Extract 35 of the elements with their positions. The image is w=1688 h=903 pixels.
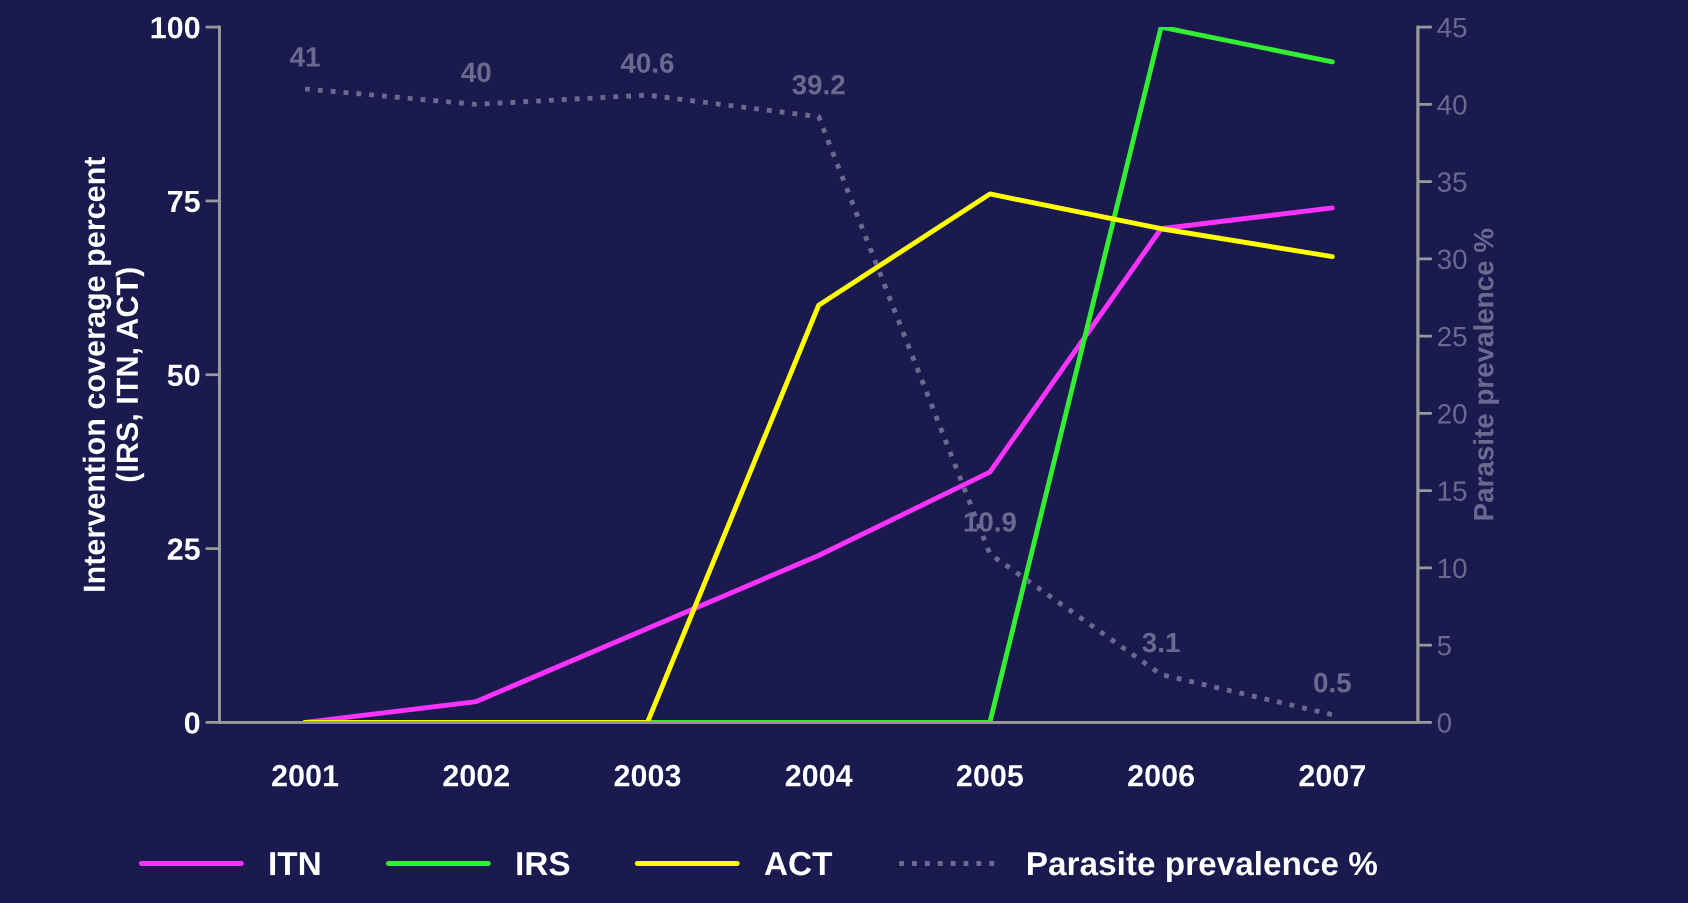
y2-tick-label: 30 <box>1437 249 1467 270</box>
data-label: 41 <box>290 47 320 67</box>
x-tick-label: 2005 <box>956 764 1024 787</box>
data-label: 40 <box>461 62 491 83</box>
x-tick-label: 2001 <box>272 764 339 787</box>
y2-tick-label: 35 <box>1437 172 1467 192</box>
y-tick-label: 50 <box>167 364 200 387</box>
y2-tick-label: 0 <box>1437 713 1452 733</box>
legend-label: ITN <box>270 852 320 876</box>
x-tick-label: 2006 <box>1128 764 1194 787</box>
y-tick-label: 25 <box>167 538 200 560</box>
y2-tick-label: 15 <box>1438 481 1467 501</box>
y2-tick-label: 45 <box>1437 18 1467 38</box>
x-tick-label: 2003 <box>614 764 681 787</box>
y-axis-title: Intervention coverage percent (IRS, ITN, ACT) <box>82 156 145 591</box>
y2-tick-label: 20 <box>1438 404 1467 424</box>
data-label: 10.9 <box>964 512 1016 532</box>
y2-axis-title: Parasite prevalence % <box>1473 228 1500 520</box>
y2-tick-label: 40 <box>1437 95 1467 115</box>
y-tick-label: 75 <box>168 190 200 213</box>
x-tick-label: 2007 <box>1299 764 1365 787</box>
data-label: 3.1 <box>1142 632 1180 653</box>
x-tick-label: 2002 <box>443 764 510 787</box>
legend-label: ACT <box>764 851 833 876</box>
y2-tick-label: 10 <box>1438 558 1467 579</box>
y2-tick-label: 5 <box>1437 636 1451 656</box>
data-label: 0.5 <box>1314 672 1351 693</box>
y2-tick-label: 25 <box>1438 326 1467 347</box>
y-tick-label: 0 <box>184 712 200 734</box>
data-label: 40.6 <box>620 53 674 73</box>
legend-label: Parasite prevalence % <box>1028 850 1377 883</box>
data-label: 39.2 <box>792 74 845 95</box>
legend-label: IRS <box>517 851 570 876</box>
x-tick-label: 2004 <box>785 764 853 787</box>
y-tick-label: 100 <box>151 16 200 39</box>
